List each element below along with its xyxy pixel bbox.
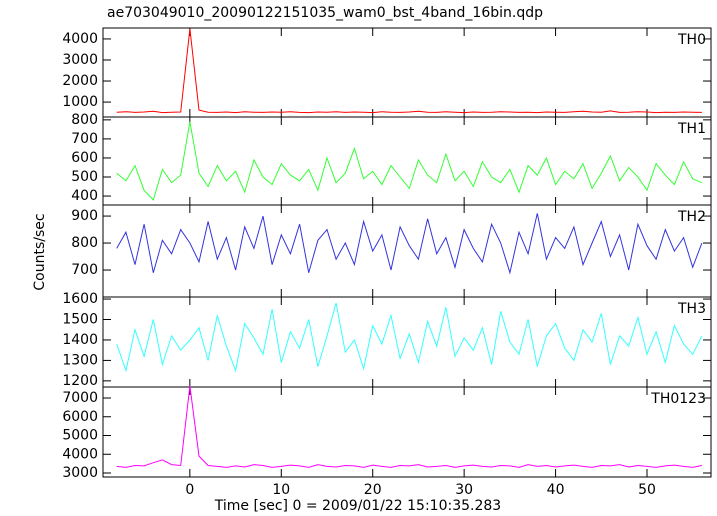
y-tick-label: 500 — [71, 169, 98, 185]
x-tick-label: 10 — [272, 482, 290, 498]
panel-label: TH1 — [677, 121, 706, 137]
y-tick-label: 700 — [71, 131, 98, 147]
y-tick-label: 2000 — [62, 73, 98, 89]
y-tick-label: 1500 — [62, 312, 98, 328]
x-tick-label: 20 — [364, 482, 382, 498]
y-tick-label: 6000 — [62, 409, 98, 425]
y-axis-label: Counts/sec — [32, 213, 48, 290]
y-tick-label: 700 — [71, 262, 98, 278]
y-tick-label: 800 — [71, 235, 98, 251]
y-tick-label: 1200 — [62, 373, 98, 389]
y-tick-label: 800 — [71, 112, 98, 128]
x-tick-label: 0 — [185, 482, 194, 498]
y-tick-label: 4000 — [62, 446, 98, 462]
y-tick-label: 600 — [71, 150, 98, 166]
x-tick-label: 30 — [455, 482, 473, 498]
light-curve — [116, 213, 703, 275]
panel-label: TH3 — [677, 301, 706, 317]
panel-label: TH0 — [677, 32, 706, 48]
y-tick-label: 4000 — [62, 31, 98, 47]
x-tick-label: 40 — [547, 482, 565, 498]
panel-label: TH2 — [677, 209, 706, 225]
y-tick-label: 1600 — [62, 291, 98, 307]
light-curve — [116, 385, 703, 468]
y-tick-label: 1000 — [62, 94, 98, 110]
y-tick-label: 7000 — [62, 390, 98, 406]
x-tick-label: 50 — [638, 482, 656, 498]
panel-frame — [102, 296, 712, 388]
panel-frame — [102, 386, 712, 478]
y-tick-label: 3000 — [62, 52, 98, 68]
panel-frame — [102, 27, 712, 118]
y-tick-label: 1400 — [62, 332, 98, 348]
chart-title: ae703049010_20090122151035_wam0_bst_4ban… — [107, 5, 543, 21]
y-tick-label: 900 — [71, 208, 98, 224]
y-tick-label: 400 — [71, 188, 98, 204]
panel-label: TH0123 — [650, 391, 706, 407]
panel-frame — [102, 116, 712, 206]
light-curve — [116, 121, 703, 201]
light-curve — [116, 302, 703, 373]
y-tick-label: 5000 — [62, 428, 98, 444]
light-curve — [116, 28, 702, 114]
y-tick-label: 3000 — [62, 465, 98, 481]
y-tick-label: 1300 — [62, 352, 98, 368]
x-axis-label: Time [sec] 0 = 2009/01/22 15:10:35.283 — [214, 498, 501, 514]
